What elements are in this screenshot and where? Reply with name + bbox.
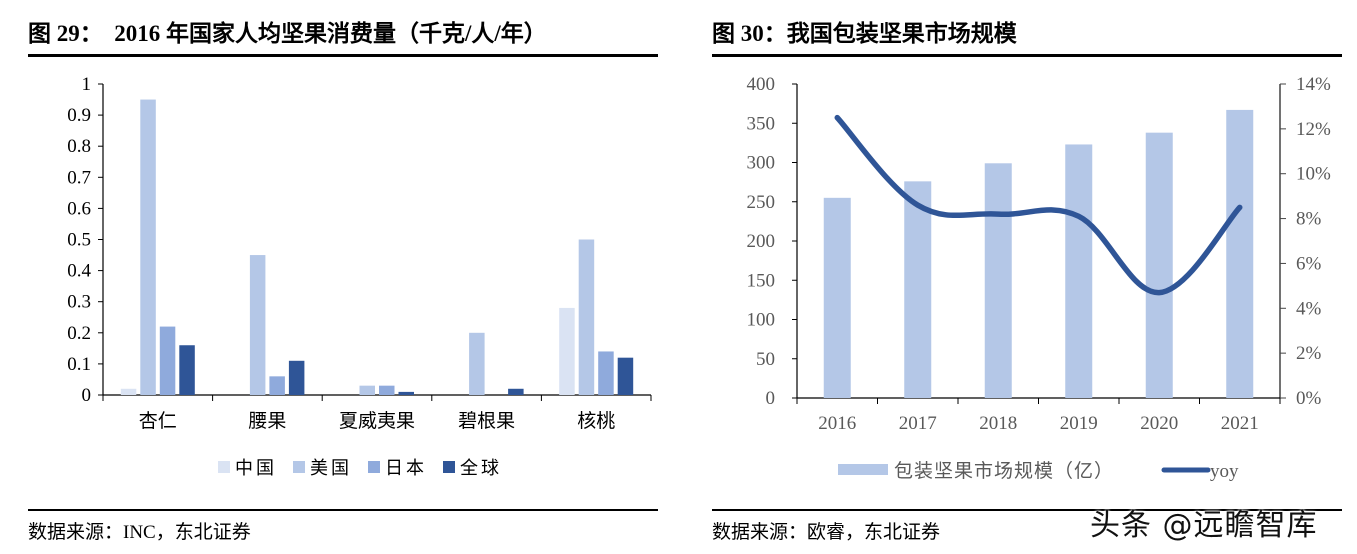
watermark: 头条 @远瞻智库	[1090, 508, 1318, 543]
left-source: 数据来源：INC，东北证券	[28, 522, 251, 543]
legend-label: 包装坚果市场规模（亿）	[894, 460, 1114, 482]
bar-全球	[398, 391, 414, 395]
market-bar	[823, 197, 851, 398]
legend-label: 美国	[310, 458, 352, 478]
right-figure-title: 图 30：我国包装坚果市场规模	[712, 21, 1017, 46]
market-bar	[1065, 144, 1093, 398]
legend-swatch	[218, 461, 230, 473]
right-source-rule	[712, 509, 1342, 511]
bar-中国	[559, 307, 575, 395]
x-category-label: 2019	[1060, 413, 1098, 434]
y-tick-label: 0	[82, 385, 92, 406]
y2-tick-label: 12%	[1296, 119, 1331, 140]
y-tick-label: 0.7	[67, 167, 91, 188]
x-category-label: 夏威夷果	[339, 410, 415, 432]
y2-tick-label: 6%	[1296, 253, 1322, 274]
y2-tick-label: 10%	[1296, 164, 1331, 185]
legend-swatch	[443, 461, 455, 473]
legend: 包装坚果市场规模（亿） yoy	[838, 460, 1239, 482]
y2-tick-label: 14%	[1296, 74, 1331, 95]
bar-美国	[140, 99, 156, 396]
x-category-label: 2016	[818, 413, 856, 434]
legend-label: 中国	[235, 458, 277, 478]
x-category-label: 2017	[899, 413, 937, 434]
y-tick-label: 350	[747, 113, 776, 134]
y-tick-label: 400	[747, 74, 776, 95]
y-tick-label: 1	[82, 74, 92, 95]
bar-美国	[249, 255, 266, 395]
left-figure-title: 图 29： 2016 年国家人均坚果消费量（千克/人/年）	[28, 21, 547, 46]
y-tick-label: 0.5	[67, 230, 91, 251]
x-category-label: 2021	[1221, 413, 1259, 434]
x-category-label: 核桃	[577, 410, 615, 432]
bar-中国	[120, 388, 137, 395]
bar-全球	[617, 357, 634, 395]
x-category-label: 2020	[1140, 413, 1178, 434]
legend-label: 日本	[385, 458, 427, 478]
bar-日本	[159, 326, 176, 395]
y-tick-label: 0.2	[67, 323, 91, 344]
y2-tick-label: 8%	[1296, 209, 1322, 230]
left-title-rule	[28, 54, 658, 57]
legend-swatch	[293, 461, 305, 473]
y2-tick-label: 4%	[1296, 298, 1322, 319]
left-chart: 0 0.1 0.2 0.3 0.4 0.5 0.6 0.7 0.8 0.9 1 杏仁 腰果 夏威夷果 碧根果…	[67, 74, 652, 478]
y-tick-label: 100	[747, 310, 776, 331]
right-source: 数据来源：欧睿，东北证券	[712, 522, 941, 543]
market-bar	[904, 181, 932, 398]
bar-美国	[359, 385, 375, 395]
x-category-label: 杏仁	[139, 410, 177, 432]
legend-swatch-bar	[838, 464, 888, 475]
legend-swatch	[368, 461, 380, 473]
y-tick-label: 0.1	[67, 354, 91, 375]
bar-全球	[288, 360, 305, 395]
y-tick-label: 0.6	[67, 198, 91, 219]
y-tick-label: 0	[766, 388, 776, 409]
y-tick-label: 150	[747, 270, 776, 291]
y-tick-label: 250	[747, 192, 776, 213]
y2-tick-label: 2%	[1296, 343, 1322, 364]
yoy-line	[834, 114, 1243, 296]
y-tick-label: 200	[747, 231, 776, 252]
market-bar	[1145, 132, 1173, 399]
x-category-label: 碧根果	[458, 410, 515, 432]
market-bar	[1226, 109, 1254, 398]
x-category-label: 腰果	[248, 411, 286, 432]
y-tick-label: 0.4	[67, 261, 91, 282]
legend-label: 全球	[460, 458, 502, 478]
bar-日本	[379, 385, 395, 395]
y-tick-label: 300	[747, 153, 776, 174]
market-bar	[984, 163, 1012, 398]
bar-全球	[508, 388, 524, 395]
right-title-rule	[712, 54, 1342, 57]
y2-tick-label: 0%	[1296, 388, 1322, 409]
legend: 中国 美国 日本 全球	[218, 458, 502, 478]
bar-美国	[469, 332, 485, 395]
x-category-label: 2018	[979, 413, 1017, 434]
bar-美国	[578, 239, 595, 395]
y-tick-label: 0.9	[67, 105, 91, 126]
bar-日本	[269, 376, 285, 395]
right-chart: 0 50 100 150 200 250 300 350 400 0% 2% 4% 6% 8% 10% 12%…	[747, 74, 1332, 482]
bar-日本	[598, 351, 614, 395]
legend-label: yoy	[1210, 461, 1239, 482]
left-source-rule	[28, 509, 658, 511]
bar-全球	[179, 345, 195, 395]
y-tick-label: 0.3	[67, 292, 91, 313]
y-tick-label: 50	[756, 349, 775, 370]
y-tick-label: 0.8	[67, 136, 91, 157]
